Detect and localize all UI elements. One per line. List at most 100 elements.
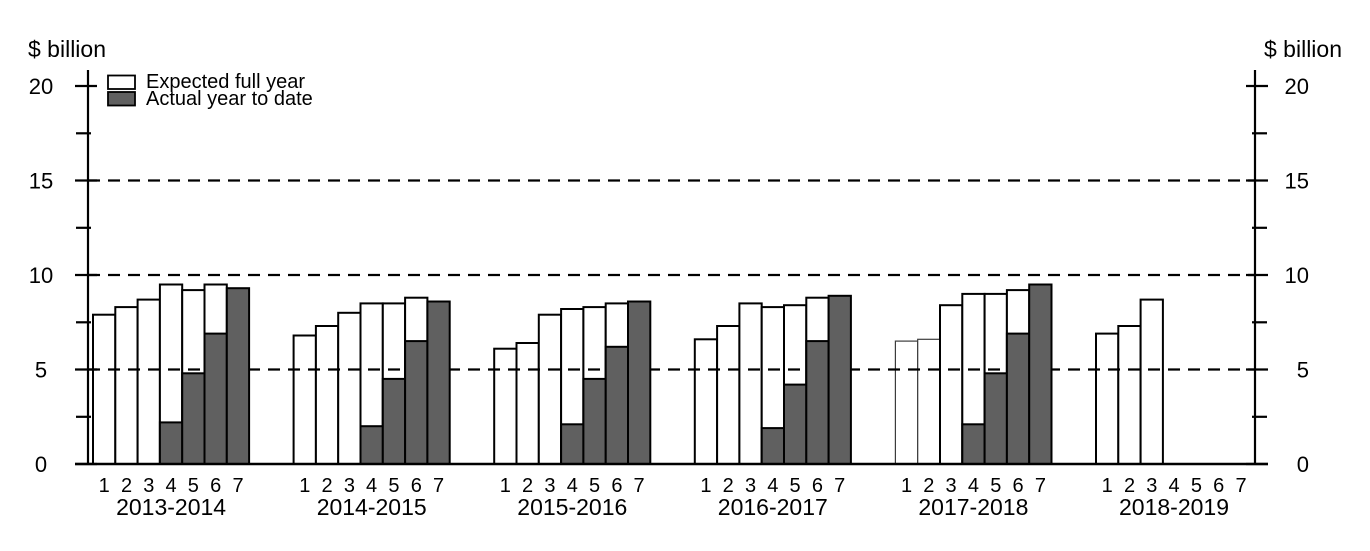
bar-actual-2017-2018-6 — [1005, 332, 1031, 465]
right-tick-label-20: 20 — [1285, 74, 1309, 99]
bar-expected-2016-2017-2 — [716, 325, 741, 465]
bar-actual-2016-2017-6 — [805, 340, 830, 466]
bar-actual-2015-2016-6 — [604, 345, 630, 465]
bar-expected-2015-2016-2 — [515, 342, 540, 465]
bar-actual-2013-2014-6 — [203, 332, 228, 465]
bar-actual-2014-2015-6 — [404, 340, 429, 466]
bar-actual-2016-2017-7 — [827, 294, 852, 465]
bar-expected-2014-2015-3 — [337, 311, 362, 465]
position-label-2018-2019-4: 4 — [1169, 475, 1180, 497]
position-label-2017-2018-4: 4 — [968, 475, 979, 497]
bar-actual-2017-2018-7 — [1028, 283, 1053, 465]
right-axis-title: $ billion — [1264, 36, 1342, 62]
right-tick-label-15: 15 — [1285, 169, 1309, 194]
legend: Expected full year Actual year to date — [107, 71, 313, 110]
position-label-2018-2019-7: 7 — [1235, 475, 1246, 497]
year-label-2017-2018: 2017-2018 — [918, 494, 1028, 520]
bar-expected-2013-2014-3 — [136, 298, 161, 465]
position-label-2013-2014-2: 2 — [121, 475, 132, 497]
bar-actual-2014-2015-7 — [426, 300, 451, 465]
bar-expected-2014-2015-2 — [314, 325, 340, 465]
actual-bars-layer — [158, 283, 1053, 466]
bar-expected-2017-2018-2 — [917, 338, 941, 465]
position-label-2018-2019-5: 5 — [1191, 475, 1202, 497]
year-label-2014-2015: 2014-2015 — [317, 494, 427, 520]
position-label-2015-2016-3: 3 — [544, 475, 555, 497]
position-label-2014-2015-7: 7 — [433, 475, 444, 497]
right-tick-label-0: 0 — [1297, 452, 1309, 477]
bar-expected-2013-2014-2 — [114, 306, 139, 465]
bar-expected-2017-2018-3 — [939, 304, 964, 466]
right-tick-label-10: 10 — [1285, 263, 1309, 288]
bar-actual-2013-2014-4 — [158, 421, 184, 465]
left-tick-label-10: 10 — [29, 263, 53, 288]
position-label-2017-2018-7: 7 — [1035, 475, 1046, 497]
position-label-2016-2017-2: 2 — [723, 475, 734, 497]
bar-expected-2016-2017-3 — [738, 302, 763, 465]
gridlines-layer — [88, 179, 1255, 371]
bar-actual-2016-2017-4 — [760, 427, 786, 466]
position-label-2016-2017-3: 3 — [745, 475, 756, 497]
position-label-2013-2014-7: 7 — [232, 475, 243, 497]
left-tick-label-5: 5 — [35, 358, 47, 383]
year-label-2018-2019: 2018-2019 — [1119, 494, 1229, 520]
bar-actual-2017-2018-5 — [983, 372, 1008, 465]
axes-layer — [75, 70, 1268, 466]
bar-actual-2016-2017-5 — [783, 383, 808, 466]
bar-actual-2017-2018-4 — [961, 423, 986, 465]
position-label-2018-2019-2: 2 — [1124, 475, 1135, 497]
bar-expected-2014-2015-1 — [292, 334, 317, 465]
bar-expected-2016-2017-1 — [693, 338, 719, 465]
position-label-2013-2014-3: 3 — [143, 475, 154, 497]
position-label-2017-2018-2: 2 — [923, 475, 934, 497]
right-tick-label-5: 5 — [1297, 358, 1309, 383]
position-label-2018-2019-6: 6 — [1213, 475, 1224, 497]
bar-expected-2015-2016-3 — [537, 313, 563, 466]
bar-actual-2014-2015-4 — [359, 425, 384, 466]
bar-actual-2015-2016-4 — [560, 423, 585, 465]
year-label-2013-2014: 2013-2014 — [116, 494, 226, 520]
position-label-2014-2015-6: 6 — [411, 475, 422, 497]
year-label-2015-2016: 2015-2016 — [517, 494, 627, 520]
position-label-2015-2016-1: 1 — [500, 475, 511, 497]
bar-actual-2013-2014-5 — [181, 372, 206, 465]
position-label-2015-2016-4: 4 — [567, 475, 578, 497]
bar-expected-2015-2016-1 — [493, 347, 518, 466]
bar-actual-2015-2016-7 — [627, 300, 652, 465]
position-label-2017-2018-6: 6 — [1012, 475, 1023, 497]
bar-expected-2018-2019-3 — [1139, 298, 1164, 465]
position-label-2016-2017-7: 7 — [834, 475, 845, 497]
left-tick-label-20: 20 — [29, 74, 53, 99]
position-label-2017-2018-1: 1 — [901, 475, 912, 497]
position-label-2013-2014-4: 4 — [166, 475, 177, 497]
position-label-2014-2015-3: 3 — [344, 475, 355, 497]
position-label-2013-2014-6: 6 — [210, 475, 221, 497]
year-label-2016-2017: 2016-2017 — [718, 494, 828, 520]
position-label-2017-2018-5: 5 — [990, 475, 1001, 497]
position-label-2015-2016-5: 5 — [589, 475, 600, 497]
left-axis-title: $ billion — [28, 36, 106, 62]
position-label-2014-2015-5: 5 — [388, 475, 399, 497]
position-label-2014-2015-1: 1 — [299, 475, 310, 497]
position-label-2016-2017-6: 6 — [812, 475, 823, 497]
left-tick-label-15: 15 — [29, 169, 53, 194]
position-label-2018-2019-3: 3 — [1146, 475, 1157, 497]
position-label-2015-2016-7: 7 — [634, 475, 645, 497]
position-label-2013-2014-5: 5 — [188, 475, 199, 497]
bar-expected-2018-2019-2 — [1117, 325, 1142, 465]
legend-swatch-actual-year-to-date — [107, 91, 136, 107]
position-label-2016-2017-5: 5 — [790, 475, 801, 497]
bar-expected-2013-2014-1 — [92, 313, 117, 466]
legend-swatch-expected-full-year — [107, 74, 136, 90]
position-label-2015-2016-2: 2 — [522, 475, 533, 497]
position-label-2017-2018-3: 3 — [946, 475, 957, 497]
left-tick-label-0: 0 — [35, 452, 47, 477]
bar-actual-2015-2016-5 — [582, 377, 607, 465]
position-label-2016-2017-1: 1 — [700, 475, 711, 497]
position-label-2013-2014-1: 1 — [99, 475, 110, 497]
position-label-2014-2015-2: 2 — [322, 475, 333, 497]
legend-label-expected-full-year: Expected full year — [146, 71, 305, 93]
